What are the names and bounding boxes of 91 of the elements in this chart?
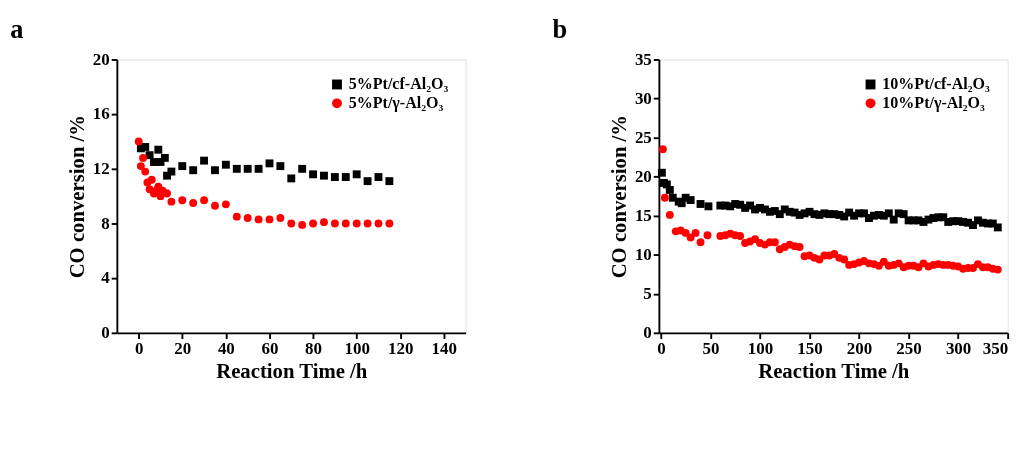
y-tick-label: 25: [634, 127, 652, 147]
point: [189, 166, 198, 175]
point: [363, 219, 372, 228]
point: [134, 137, 143, 146]
point: [211, 166, 219, 175]
point: [330, 173, 339, 181]
x-tick-label: 0: [657, 339, 666, 359]
point: [254, 164, 263, 173]
x-tick-label: 200: [846, 339, 873, 359]
point: [178, 162, 187, 171]
point: [341, 173, 350, 181]
x-tick-label: 60: [261, 339, 279, 359]
point: [287, 174, 296, 183]
point: [243, 214, 252, 222]
point: [200, 156, 209, 165]
point: [352, 170, 361, 179]
y-tick-label: 30: [634, 88, 652, 108]
point: [254, 215, 263, 224]
y-tick-label: 8: [101, 213, 110, 233]
x-tick-label: 100: [747, 339, 774, 359]
x-axis-title: Reaction Time /h: [758, 359, 910, 382]
y-tick-label: 16: [92, 104, 110, 124]
point: [374, 173, 383, 181]
point: [298, 220, 307, 229]
point: [309, 219, 318, 228]
point: [154, 145, 163, 154]
point: [167, 167, 176, 176]
point: [200, 196, 209, 205]
point: [141, 143, 150, 151]
y-tick-label: 35: [634, 49, 652, 69]
x-tick-label: 300: [945, 339, 972, 359]
legend-label: 5%Pt/cf-Al₂O₃: [348, 75, 449, 93]
point: [385, 219, 394, 228]
point: [147, 175, 156, 184]
point: [385, 177, 394, 186]
y-tick-label: 0: [643, 323, 652, 343]
x-tick-label: 20: [174, 339, 192, 359]
point: [243, 164, 252, 173]
point: [363, 177, 372, 186]
legend-label: 10%Pt/cf-Al₂O₃: [882, 75, 990, 93]
x-tick-label: 350: [982, 339, 1009, 359]
y-tick-label: 5: [643, 283, 652, 303]
point: [221, 160, 230, 169]
x-axis-title: Reaction Time /h: [216, 359, 368, 382]
point: [320, 218, 328, 227]
point: [309, 170, 318, 179]
point: [178, 196, 187, 205]
x-tick-label: 40: [217, 339, 235, 359]
point: [189, 199, 198, 207]
y-tick-label: 20: [92, 49, 110, 69]
point: [265, 215, 274, 224]
x-tick-label: 100: [344, 339, 370, 359]
y-tick-label: 4: [101, 268, 111, 288]
y-axis-title: CO conversion /%: [66, 114, 89, 279]
point: [211, 201, 219, 210]
x-tick-label: 50: [702, 339, 720, 359]
x-tick-label: 80: [305, 339, 323, 359]
x-tick-label: 120: [388, 339, 414, 359]
point: [265, 159, 274, 168]
x-tick-label: 140: [431, 339, 458, 359]
chart-title: b: [552, 13, 568, 44]
chart-title: a: [10, 13, 24, 44]
y-axis-title: CO conversion /%: [608, 114, 631, 279]
legend-label: 5%Pt/γ-Al₂O₃: [348, 94, 444, 113]
point: [374, 219, 383, 228]
point: [352, 219, 361, 228]
point: [320, 171, 328, 180]
point: [330, 219, 339, 228]
point: [160, 153, 169, 162]
y-tick-label: 0: [101, 323, 110, 343]
legend-label: 10%Pt/γ-Al₂O₃: [882, 94, 986, 113]
point: [276, 162, 285, 171]
point: [232, 212, 241, 221]
point: [136, 162, 145, 171]
point: [276, 214, 285, 222]
y-tick-label: 12: [92, 159, 110, 179]
x-tick-label: 150: [797, 339, 823, 359]
point: [287, 219, 296, 228]
y-tick-label: 15: [634, 205, 652, 225]
point: [298, 164, 307, 173]
point: [341, 219, 350, 228]
x-tick-label: 250: [896, 339, 922, 359]
point: [221, 200, 230, 209]
x-tick-label: 0: [134, 339, 144, 359]
point: [167, 197, 176, 206]
y-tick-label: 20: [634, 166, 652, 186]
point: [141, 167, 150, 176]
point: [163, 189, 171, 198]
point: [139, 153, 147, 162]
y-tick-label: 10: [634, 244, 652, 264]
point: [232, 164, 241, 173]
